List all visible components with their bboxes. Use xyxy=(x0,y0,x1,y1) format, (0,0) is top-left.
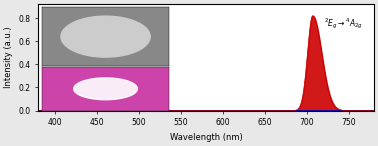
Y-axis label: Intensity (a.u.): Intensity (a.u.) xyxy=(4,27,13,88)
X-axis label: Wavelength (nm): Wavelength (nm) xyxy=(170,133,243,142)
Text: $^2E_g\rightarrow{}^4A_{2g}$: $^2E_g\rightarrow{}^4A_{2g}$ xyxy=(324,17,363,31)
